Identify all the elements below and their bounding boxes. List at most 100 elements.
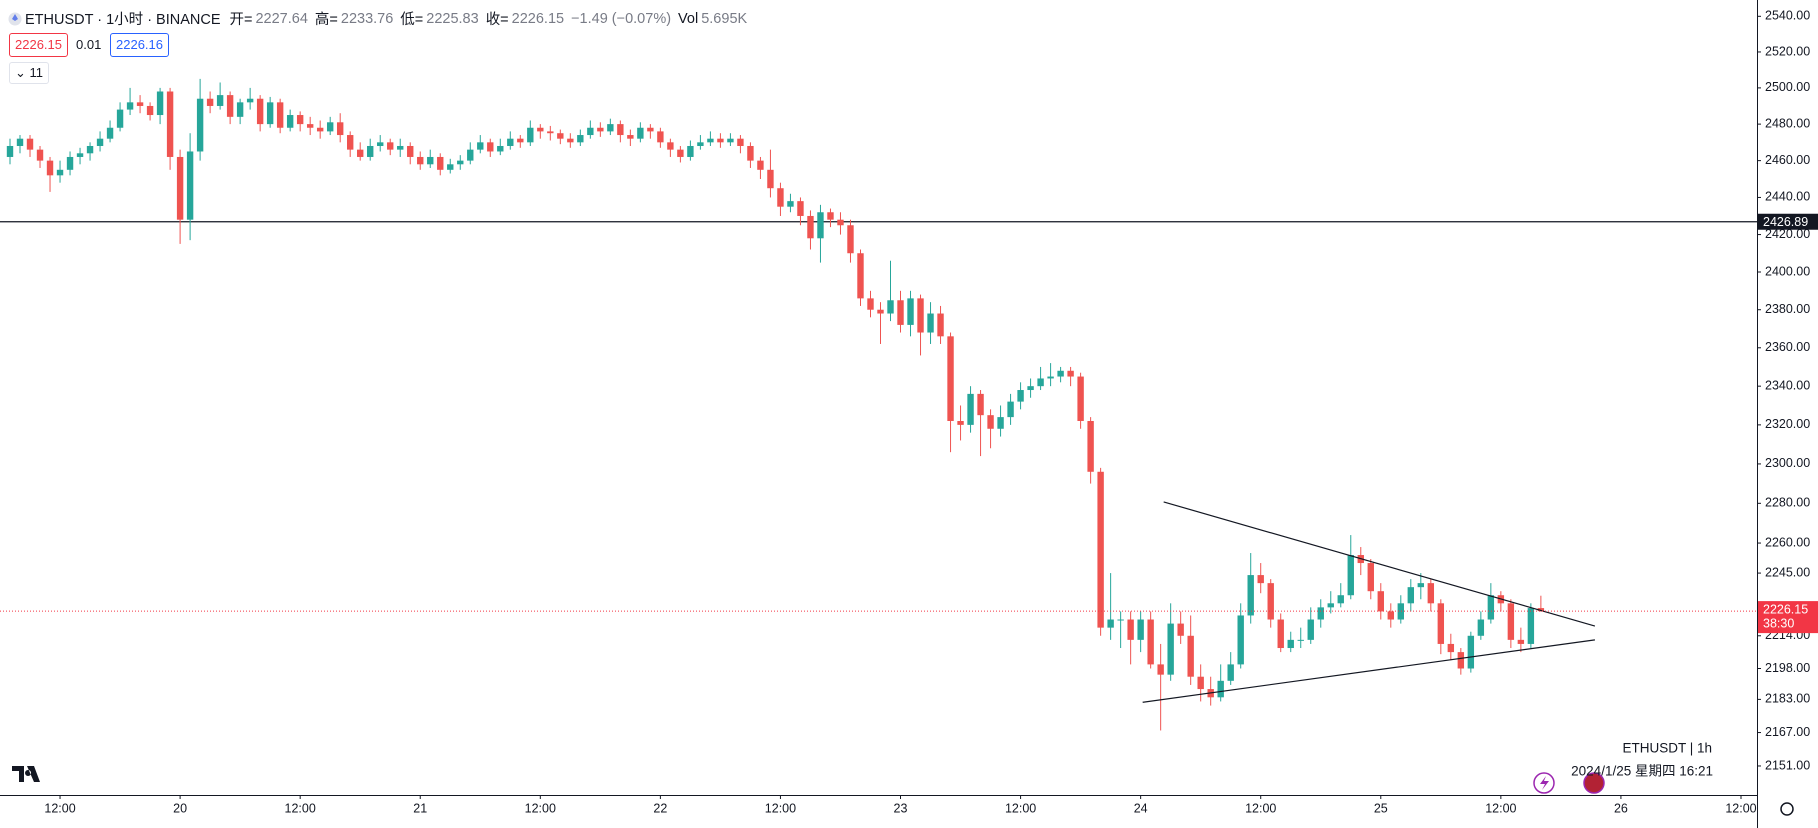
candle-body (1217, 680, 1224, 698)
candle-body (777, 188, 784, 207)
candle-body (1007, 401, 1014, 418)
candle-body (136, 102, 144, 106)
horizontal-line-label-bg (1758, 213, 1818, 230)
countdown: 38:30 (1763, 616, 1794, 630)
change: −1.49 (−0.07%) (571, 10, 672, 27)
candle-body (146, 105, 154, 116)
y-tick-label: 2480.00 (1765, 116, 1810, 130)
candle-body (156, 91, 164, 116)
candle-body (797, 201, 804, 216)
candle-body (1057, 370, 1064, 377)
candle-body (467, 149, 474, 161)
candle-body (847, 225, 854, 254)
candle-body (787, 201, 794, 207)
y-tick-label: 2360.00 (1765, 340, 1810, 354)
candle-body (477, 142, 484, 150)
candle-body (66, 156, 74, 170)
candle-body (377, 142, 384, 146)
candle-body (617, 124, 624, 136)
candle-body (1307, 619, 1314, 640)
vol-label: Vol (678, 10, 699, 27)
candle-body (26, 138, 34, 150)
candle-body (707, 138, 714, 143)
x-tick-label: 12:00 (525, 801, 556, 815)
candle-body (236, 102, 244, 117)
candle-body (1067, 370, 1074, 377)
candle-body (517, 138, 524, 143)
low-value: 2225.83 (426, 10, 479, 27)
candle-body (837, 219, 844, 226)
buy-button[interactable]: 2226.16 (110, 33, 169, 57)
candle-body (687, 145, 694, 157)
candle-body (246, 98, 254, 103)
candle-body (487, 142, 494, 152)
x-tick-label: 12:00 (285, 801, 316, 815)
sell-button[interactable]: 2226.15 (9, 33, 68, 57)
candle-body (276, 102, 284, 128)
vol-value: 5.695K (701, 10, 748, 27)
high-value: 2233.76 (340, 10, 394, 27)
candle-body (1477, 619, 1485, 636)
candle-body (1297, 639, 1304, 641)
y-tick-label: 2151.00 (1765, 758, 1810, 772)
x-tick-label: 26 (1614, 801, 1628, 815)
y-tick-label: 2280.00 (1765, 496, 1810, 510)
candle-body (497, 145, 504, 152)
candle-body (176, 156, 184, 220)
candle-body (1467, 635, 1475, 669)
candle-body (697, 142, 704, 146)
candle-body (367, 145, 374, 157)
candle-body (747, 145, 754, 161)
indicators-count: 11 (29, 65, 44, 80)
x-tick-label: 12:00 (765, 801, 796, 815)
candle-body (1167, 623, 1174, 675)
close-label: 收= (485, 12, 509, 28)
candle-body (1237, 615, 1244, 665)
x-tick-label: 21 (413, 801, 427, 815)
candle-body (1337, 595, 1344, 604)
x-tick-label: 24 (1134, 801, 1148, 815)
chevron: ⌄ (15, 65, 30, 80)
candle-body (1287, 639, 1294, 649)
candle-body (357, 149, 364, 157)
candle-body (1097, 471, 1104, 628)
candle-body (1197, 676, 1204, 690)
candle-body (1407, 587, 1415, 604)
candle-body (1437, 603, 1445, 644)
close-value: 2226.15 (511, 10, 565, 27)
candle-body (667, 142, 674, 150)
candle-body (387, 142, 394, 150)
candle-body (937, 313, 944, 337)
candle-body (1427, 583, 1435, 604)
candle-body (857, 253, 864, 299)
candle-body (1507, 603, 1515, 640)
y-tick-label: 2520.00 (1765, 44, 1810, 58)
candle-body (1107, 619, 1114, 628)
candle-body (647, 127, 654, 132)
x-tick-label: 12:00 (1725, 801, 1756, 815)
settings-icon (1780, 802, 1794, 816)
candle-body (447, 164, 454, 170)
candle-body (587, 127, 594, 136)
spread: 0.01 (72, 34, 106, 56)
candle-body (977, 393, 984, 416)
candle-body (417, 156, 424, 165)
open-value: 2227.64 (255, 10, 308, 27)
y-tick-label: 2420.00 (1765, 227, 1810, 241)
candle-body (1417, 583, 1425, 588)
y-tick-label: 2340.00 (1765, 378, 1810, 392)
candle-body (76, 153, 84, 157)
candle-body (296, 115, 304, 125)
indicators-toggle[interactable]: ⌄ 11 (9, 62, 50, 84)
candle-body (256, 98, 264, 125)
candle-body (286, 115, 294, 128)
candle-body (537, 127, 544, 132)
last-price-label-bg (1758, 601, 1818, 634)
horizontal-line-label: 2426.89 (1763, 215, 1808, 229)
candle-body (1087, 420, 1094, 472)
candle-body (306, 124, 314, 128)
x-tick-label: 12:00 (1245, 801, 1276, 815)
candle-body (757, 160, 764, 170)
candle-body (427, 156, 434, 165)
candle-body (1327, 603, 1334, 608)
